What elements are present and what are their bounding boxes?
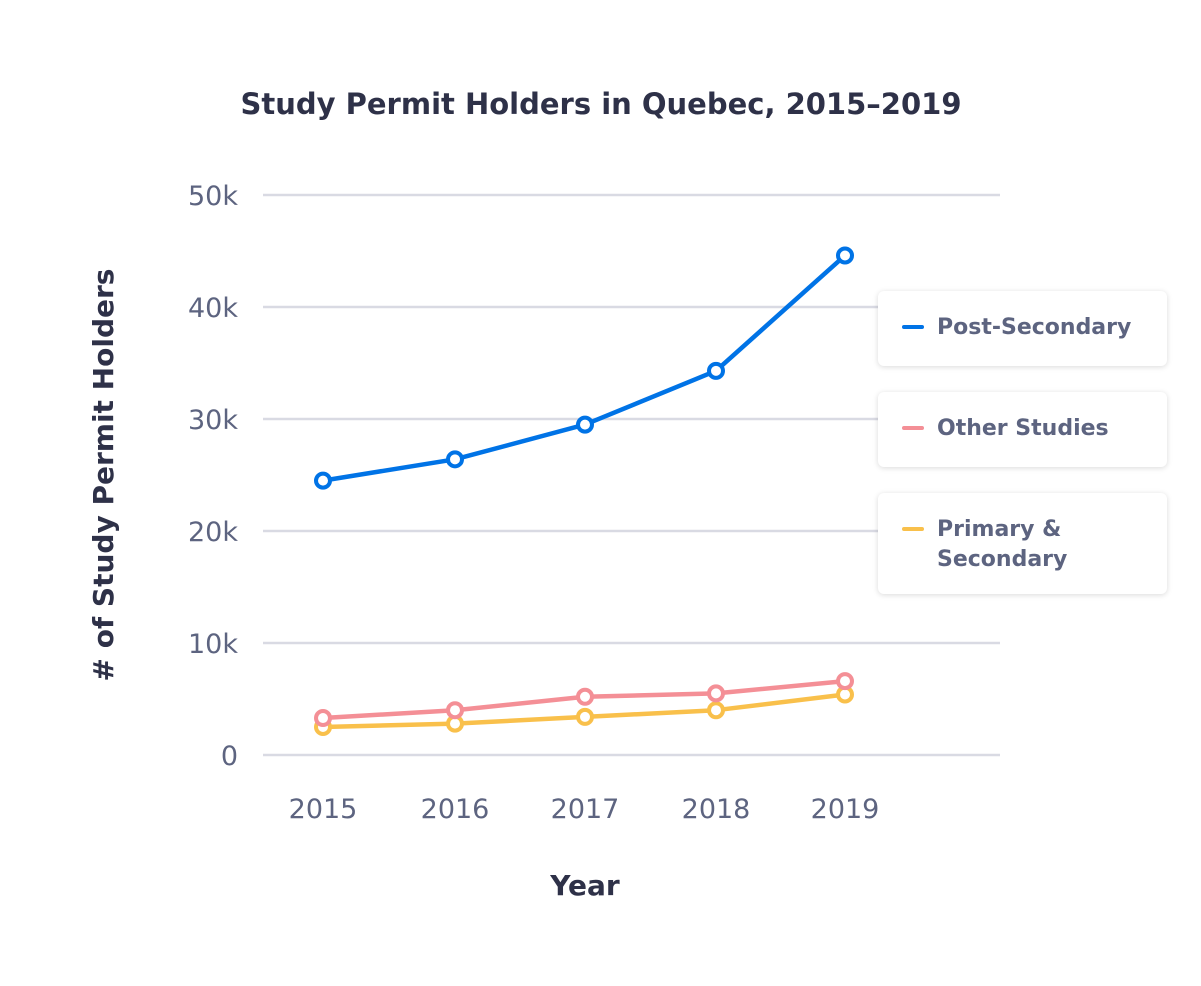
data-point [576, 687, 594, 706]
x-tick-label: 2019 [811, 794, 880, 825]
data-point [576, 415, 594, 434]
legend-item-post-secondary: Post-Secondary [878, 291, 1167, 366]
series-line [322, 253, 847, 483]
data-point [446, 701, 464, 720]
data-point [707, 701, 725, 720]
legend-swatch [902, 426, 924, 430]
x-tick-label: 2017 [551, 794, 620, 825]
legend-label: Primary & Secondary [937, 517, 1068, 572]
legend-label: Other Studies [937, 416, 1109, 441]
data-point [446, 450, 464, 469]
data-point [836, 672, 854, 691]
y-tick-label: 40k [188, 293, 238, 324]
chart-title: Study Permit Holders in Quebec, 2015–201… [240, 87, 961, 121]
data-point [707, 684, 725, 703]
y-tick-label: 50k [188, 181, 238, 212]
y-axis-label: # of Study Permit Holders [87, 269, 120, 682]
y-tick-label: 10k [188, 629, 238, 660]
x-tick-label: 2015 [289, 794, 358, 825]
legend-swatch [902, 325, 924, 329]
data-point [836, 246, 854, 265]
legend-swatch [902, 527, 924, 531]
data-point [576, 707, 594, 726]
x-tick-label: 2018 [682, 794, 751, 825]
legend-label: Post-Secondary [937, 315, 1132, 340]
x-axis-label: Year [549, 869, 620, 902]
x-tick-label: 2016 [421, 794, 490, 825]
y-tick-label: 20k [188, 517, 238, 548]
data-point [314, 709, 332, 728]
legend-item-other-studies: Other Studies [878, 392, 1167, 467]
data-point [707, 361, 725, 380]
data-point [314, 471, 332, 490]
y-tick-label: 30k [188, 405, 238, 436]
legend-item-primary-secondary: Primary & Secondary [878, 493, 1167, 594]
y-tick-label: 0 [221, 741, 238, 772]
